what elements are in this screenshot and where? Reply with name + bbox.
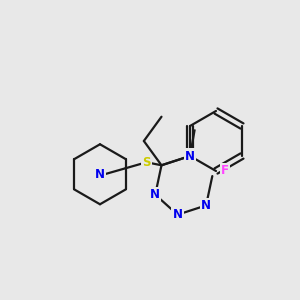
Text: N: N xyxy=(95,168,105,181)
Text: F: F xyxy=(221,164,229,178)
Text: N: N xyxy=(201,199,211,212)
Text: N: N xyxy=(172,208,182,221)
Text: S: S xyxy=(142,156,151,169)
Text: N: N xyxy=(185,149,195,163)
Text: N: N xyxy=(150,188,160,201)
Text: N: N xyxy=(95,168,105,181)
